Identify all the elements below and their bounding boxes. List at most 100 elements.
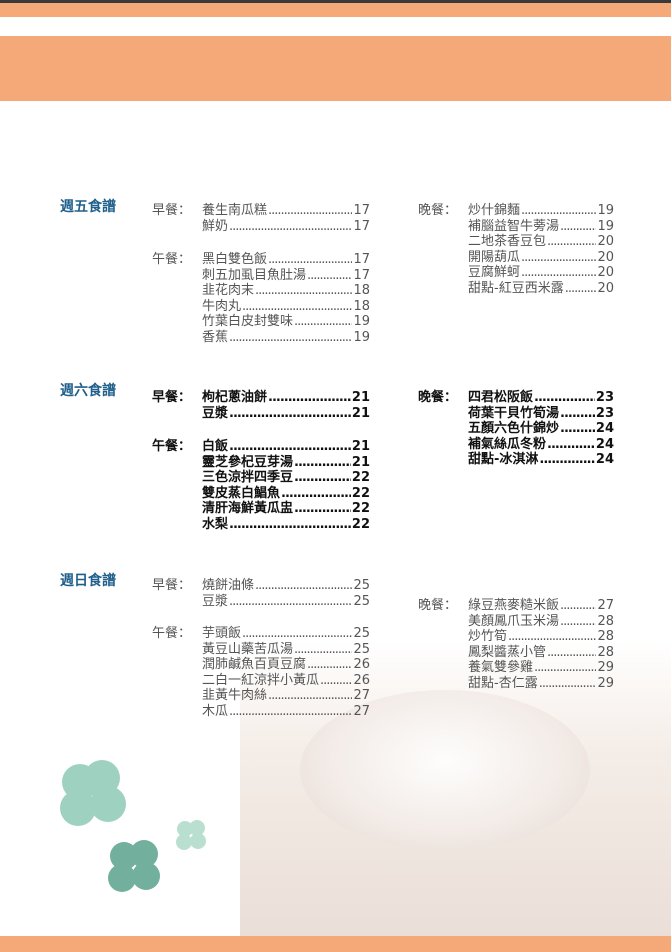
page-number: 21 xyxy=(351,405,370,421)
page-number: 19 xyxy=(353,314,370,329)
friday-dinner: 晚餐： 炒什錦麵 19 補腦益智牛蒡湯 19 二地茶香豆包 20 開陽葫瓜 20 豆腐鮮蚵… xyxy=(418,203,614,296)
sunday-breakfast: 早餐： 燒餅油條 25 豆漿 25 xyxy=(152,578,370,609)
saturday-dinner: 晚餐：四君松阪飯23 荷葉干貝竹筍湯23 五顏六色什錦炒24 補氣絲瓜冬粉24 … xyxy=(418,390,614,468)
page-number: 17 xyxy=(353,252,370,267)
menu-row: 牛肉丸 18 xyxy=(152,299,370,315)
clover-large-icon xyxy=(60,760,126,826)
page-number: 27 xyxy=(353,703,370,719)
menu-row: 刺五加虱目魚肚湯 17 xyxy=(152,268,370,284)
page-number: 20 xyxy=(597,280,614,296)
dish-name: 二地茶香豆包 xyxy=(468,234,547,249)
menu-row: 豆漿 25 xyxy=(152,594,370,610)
menu-row: 晚餐： 綠豆燕麥糙米飯 27 xyxy=(418,598,614,614)
meal-label: 午餐： xyxy=(152,626,192,641)
page-number: 27 xyxy=(353,688,370,703)
menu-row: 養氣雙參雞 29 xyxy=(418,660,614,676)
page-number: 25 xyxy=(353,593,370,609)
dish-name: 香蕉 xyxy=(202,329,229,345)
menu-row: 晚餐： 四君松阪飯 23 xyxy=(418,390,614,406)
menu-row: 豆漿 21 xyxy=(152,406,370,422)
dish-name: 豆漿 xyxy=(202,593,229,609)
dish-name: 枸杞蔥油餅 xyxy=(202,390,268,405)
dish-name: 補氣絲瓜冬粉 xyxy=(468,436,547,452)
page-number: 22 xyxy=(351,516,370,532)
menu-row: 早餐： 枸杞蔥油餅 21 xyxy=(152,390,370,406)
dish-name: 甜點-紅豆西米露 xyxy=(468,280,564,296)
menu-row: 潤肺鹹魚百頁豆腐 26 xyxy=(152,657,370,673)
page-number: 24 xyxy=(595,436,614,452)
page-number: 23 xyxy=(595,390,614,405)
dish-name: 美顏鳳爪玉米湯 xyxy=(468,613,560,629)
menu-row: 韭黃牛肉絲 27 xyxy=(152,688,370,704)
sunday-lunch: 午餐： 芋頭飯 25 黃豆山藥苦瓜湯 25 潤肺鹹魚百頁豆腐 26 二白一紅涼拌小黃瓜 2… xyxy=(152,626,370,719)
dish-name: 靈芝參杞豆芽湯 xyxy=(202,454,294,470)
menu-row: 早餐： 燒餅油條 25 xyxy=(152,578,370,594)
menu-row: 甜點-冰淇淋 24 xyxy=(418,452,614,468)
menu-row: 鳳梨醬蒸小管 28 xyxy=(418,645,614,661)
footer-bar xyxy=(0,936,671,952)
dish-name: 五顏六色什錦炒 xyxy=(468,421,560,436)
menu-row: 補腦益智牛蒡湯 19 xyxy=(418,219,614,235)
dish-name: 二白一紅涼拌小黃瓜 xyxy=(202,672,320,688)
dish-name: 白飯 xyxy=(202,439,229,454)
dish-name: 三色涼拌四季豆 xyxy=(202,470,294,485)
page-number: 17 xyxy=(353,267,370,283)
page-number: 20 xyxy=(597,265,614,280)
dish-name: 潤肺鹹魚百頁豆腐 xyxy=(202,657,307,672)
dish-name: 刺五加虱目魚肚湯 xyxy=(202,267,307,283)
dish-name: 補腦益智牛蒡湯 xyxy=(468,218,560,234)
dish-name: 清肝海鮮黃瓜盅 xyxy=(202,501,294,516)
dish-name: 甜點-杏仁露 xyxy=(468,675,538,691)
menu-row: 二白一紅涼拌小黃瓜 26 xyxy=(152,673,370,689)
meal-label: 早餐： xyxy=(152,390,192,405)
meal-label: 午餐： xyxy=(152,252,192,267)
friday-breakfast: 早餐： 養生南瓜糕 17 鮮奶 17 xyxy=(152,203,370,234)
saturday-breakfast: 早餐： 枸杞蔥油餅 21 豆漿 21 xyxy=(152,390,370,421)
meal-label: 晚餐： xyxy=(418,598,458,613)
dish-name: 開陽葫瓜 xyxy=(468,249,521,265)
menu-row: 午餐： 芋頭飯 25 xyxy=(152,626,370,642)
meal-label: 午餐： xyxy=(152,439,192,454)
page-number: 29 xyxy=(597,660,614,675)
dish-name: 養生南瓜糕 xyxy=(202,203,268,218)
menu-row: 靈芝參杞豆芽湯 21 xyxy=(152,455,370,471)
dish-name: 荷葉干貝竹筍湯 xyxy=(468,405,560,421)
page-number: 29 xyxy=(597,675,614,691)
menu-row: 雙皮蒸白鯧魚 22 xyxy=(152,486,370,502)
dish-name: 綠豆燕麥糙米飯 xyxy=(468,598,560,613)
dish-name: 雙皮蒸白鯧魚 xyxy=(202,485,281,501)
page-number: 24 xyxy=(595,421,614,436)
page-number: 28 xyxy=(597,613,614,629)
dish-name: 水梨 xyxy=(202,516,229,532)
friday-lunch: 午餐： 黑白雙色飯 17 刺五加虱目魚肚湯 17 韭花肉末 18 牛肉丸 18 竹葉白皮封… xyxy=(152,252,370,345)
menu-row: 豆腐鮮蚵 20 xyxy=(418,265,614,281)
menu-row: 韭花肉末 18 xyxy=(152,283,370,299)
top-accent-strip xyxy=(0,3,671,17)
page-number: 23 xyxy=(595,405,614,421)
menu-row: 二地茶香豆包 20 xyxy=(418,234,614,250)
dish-name: 韭花肉末 xyxy=(202,283,255,298)
menu-row: 開陽葫瓜 20 xyxy=(418,250,614,266)
dish-name: 四君松阪飯 xyxy=(468,390,534,405)
page-number: 19 xyxy=(597,218,614,234)
dish-name: 黑白雙色飯 xyxy=(202,252,268,267)
page-number: 19 xyxy=(353,329,370,345)
page-number: 22 xyxy=(351,485,370,501)
dish-name: 木瓜 xyxy=(202,703,229,719)
page-number: 27 xyxy=(597,598,614,613)
dish-name: 芋頭飯 xyxy=(202,626,242,641)
clover-medium-icon xyxy=(108,840,160,892)
menu-row: 補氣絲瓜冬粉 24 xyxy=(418,437,614,453)
menu-row: 午餐： 黑白雙色飯 17 xyxy=(152,252,370,268)
page-number: 24 xyxy=(595,452,614,467)
sunday-title: 週日食譜 xyxy=(60,573,116,589)
friday-title: 週五食譜 xyxy=(60,199,116,215)
menu-row: 荷葉干貝竹筍湯 23 xyxy=(418,406,614,422)
menu-row: 早餐： 養生南瓜糕 17 xyxy=(152,203,370,219)
dish-name: 豆腐鮮蚵 xyxy=(468,265,521,280)
clover-small-icon xyxy=(176,820,206,850)
page-number: 25 xyxy=(353,578,370,593)
menu-row: 香蕉 19 xyxy=(152,330,370,346)
menu-row: 清肝海鮮黃瓜盅 22 xyxy=(152,501,370,517)
menu-row: 木瓜 27 xyxy=(152,704,370,720)
